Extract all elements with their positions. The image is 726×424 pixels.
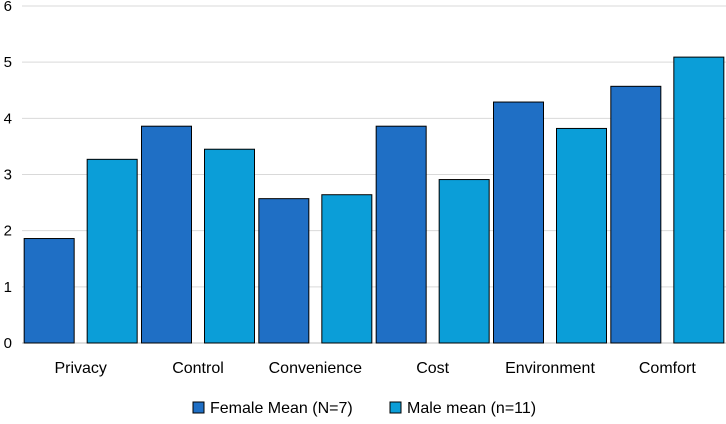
x-tick-label: Cost [416, 360, 449, 377]
bar-comfort-male [673, 56, 725, 344]
legend-label: Male mean (n=11) [407, 400, 536, 417]
y-tick-label: 6 [4, 0, 12, 15]
y-tick-label: 1 [4, 279, 12, 296]
x-axis-categories: Privacy Control Convenience Cost Environment… [54, 360, 696, 377]
gridlines [22, 5, 726, 344]
y-tick-label: 0 [4, 335, 12, 352]
legend-swatch [192, 401, 205, 414]
bar-convenience-male [321, 194, 373, 344]
y-axis-ticks: 0 1 2 3 4 5 6 [4, 0, 12, 352]
x-tick-label: Comfort [639, 360, 696, 377]
bar-environment-female [493, 101, 544, 344]
legend-label: Female Mean (N=7) [210, 400, 353, 417]
legend-swatch [389, 401, 402, 414]
y-tick-label: 4 [4, 110, 12, 127]
x-tick-label: Control [172, 360, 224, 377]
bar-control-male [204, 148, 255, 344]
legend: Female Mean (N=7) Male mean (n=11) [192, 400, 536, 417]
bars [23, 56, 725, 344]
bar-privacy-female [23, 238, 75, 344]
bar-privacy-male [86, 158, 138, 344]
bar-cost-female [375, 125, 427, 344]
y-tick-label: 2 [4, 223, 12, 240]
x-tick-label: Convenience [269, 360, 363, 377]
x-tick-label: Environment [505, 360, 595, 377]
y-tick-label: 3 [4, 167, 12, 184]
bar-environment-male [556, 127, 607, 344]
bar-cost-male [438, 179, 490, 344]
bar-control-female [141, 125, 192, 344]
y-tick-label: 5 [4, 54, 12, 71]
bar-comfort-female [610, 85, 662, 344]
bar-convenience-female [258, 198, 310, 344]
x-tick-label: Privacy [54, 360, 106, 377]
